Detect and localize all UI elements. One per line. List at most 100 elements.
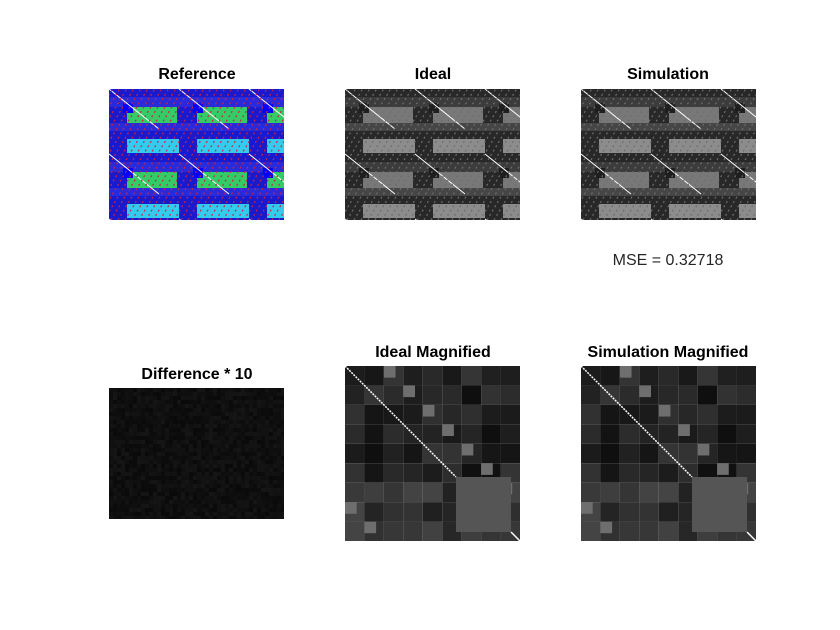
noise-pixel [245, 440, 249, 444]
diagonal-line [248, 89, 284, 118]
noise-pixel [137, 448, 141, 452]
mag-block [600, 463, 620, 483]
noise-pixel [137, 424, 141, 428]
hatch-line [374, 89, 455, 220]
noise-pixel [237, 408, 241, 412]
noise-pixel [201, 512, 205, 516]
noise-pixel [177, 464, 181, 468]
noise-pixel [221, 388, 225, 392]
noise-pixel [221, 432, 225, 436]
noise-pixel [181, 388, 185, 392]
noise-pixel [157, 488, 161, 492]
noise-pixel [193, 464, 197, 468]
noise-pixel [225, 396, 229, 400]
noise-pixel [269, 512, 273, 516]
noise-pixel [277, 444, 281, 448]
noise-pixel [117, 408, 121, 412]
mag-highlight [658, 404, 671, 417]
band [651, 162, 721, 172]
noise-pixel [133, 508, 137, 512]
noise-pixel [273, 400, 277, 404]
hatch-line [346, 89, 427, 220]
noise-pixel [109, 504, 113, 508]
noise-pixel [117, 428, 121, 432]
noise-pixel [241, 480, 245, 484]
noise-pixel [157, 424, 161, 428]
mag-highlight [600, 521, 613, 534]
noise-pixel [141, 512, 145, 516]
noise-pixel [241, 404, 245, 408]
noise-pixel [273, 508, 277, 512]
noise-pixel [225, 436, 229, 440]
noise-pixel [173, 512, 177, 516]
noise-pixel [181, 484, 185, 488]
noise-pixel [173, 464, 177, 468]
noise-pixel [257, 504, 261, 508]
noise-pixel [185, 512, 189, 516]
noise-pixel [205, 404, 209, 408]
noise-pixel [165, 512, 169, 516]
noise-pixel [185, 464, 189, 468]
noise-pixel [177, 412, 181, 416]
noise-pixel [161, 504, 165, 508]
noise-pixel [129, 472, 133, 476]
noise-pixel [229, 480, 233, 484]
mag-block [639, 502, 659, 522]
diagonal-line [109, 153, 160, 195]
noise-pixel [165, 456, 169, 460]
mse-label: MSE = 0.32718 [612, 252, 724, 269]
band [599, 107, 649, 123]
noise-pixel [181, 508, 185, 512]
noise-pixel [145, 424, 149, 428]
noise-pixel [209, 512, 213, 516]
noise-pixel [281, 476, 284, 480]
noise-pixel [277, 392, 281, 396]
mag-highlight [442, 424, 454, 436]
noise-pixel [145, 456, 149, 460]
noise-pixel [265, 516, 269, 519]
noise-pixel [177, 400, 181, 404]
noise-pixel [129, 464, 133, 468]
noise-pixel [185, 420, 189, 424]
noise-pixel [145, 504, 149, 508]
noise-pixel [169, 404, 173, 408]
noise-pixel [197, 416, 201, 420]
noise-pixel [153, 488, 157, 492]
mag-block [345, 521, 365, 541]
noise-pixel [133, 496, 137, 500]
band [485, 188, 520, 196]
noise-pixel [261, 492, 265, 496]
noise-pixel [161, 420, 165, 424]
noise-pixel [189, 412, 193, 416]
noise-pixel [129, 444, 133, 448]
noise-pixel [189, 476, 193, 480]
noise-pixel [181, 416, 185, 420]
noise-pixel [225, 512, 229, 516]
noise-pixel [169, 508, 173, 512]
noise-pixel [153, 484, 157, 488]
noise-pixel [165, 448, 169, 452]
noise-pixel [137, 500, 141, 504]
noise-pixel [177, 484, 181, 488]
noise-pixel [133, 416, 137, 420]
noise-pixel [217, 496, 221, 500]
band [581, 97, 651, 107]
noise-pixel [129, 440, 133, 444]
mag-highlight [639, 385, 651, 398]
noise-pixel [165, 484, 169, 488]
mag-block [697, 424, 718, 444]
noise-pixel [153, 416, 157, 420]
noise-pixel [181, 492, 185, 496]
noise-pixel [145, 412, 149, 416]
noise-pixel [249, 464, 253, 468]
noise-pixel [241, 484, 245, 488]
noise-pixel [153, 400, 157, 404]
noise-pixel [233, 444, 237, 448]
hatch-line [652, 89, 733, 220]
noise-pixel [121, 400, 125, 404]
noise-pixel [217, 400, 221, 404]
mag-block [461, 366, 482, 386]
noise-pixel [137, 400, 141, 404]
noise-pixel [169, 396, 173, 400]
noise-pixel [109, 444, 113, 448]
